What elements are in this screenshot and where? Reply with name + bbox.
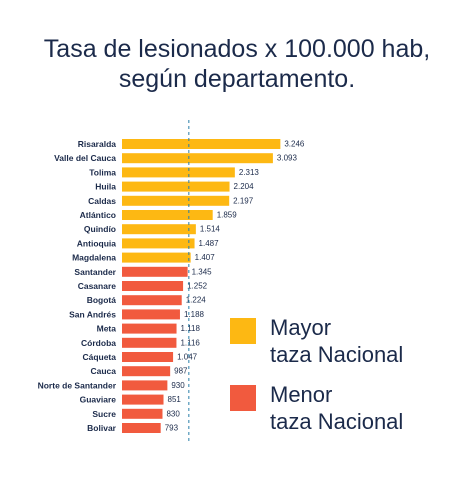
value-label-cauca: 987 <box>174 367 188 376</box>
value-label-magdalena: 1.407 <box>195 253 216 262</box>
chart-title-line-2: según departamento. <box>118 65 356 93</box>
bar-san-andres <box>122 309 180 320</box>
bar-cauca <box>122 366 171 377</box>
legend-label-menor-line-2: taza Nacional <box>270 409 404 434</box>
bar-quindio <box>122 224 196 235</box>
legend-label-menor-line-1: Menor <box>270 382 333 407</box>
legend-swatch-mayor <box>230 318 256 344</box>
value-label-caqueta: 1.047 <box>177 353 198 362</box>
labels-layer: Risaralda 3.246 Valle del Cauca 3.093 Tolima… <box>38 139 305 433</box>
value-label-bolivar: 793 <box>165 424 179 433</box>
value-label-antioquia: 1.487 <box>199 239 220 248</box>
bar-magdalena <box>122 252 191 263</box>
value-label-norte-de-santander: 930 <box>171 381 185 390</box>
value-label-tolima: 2.313 <box>239 168 260 177</box>
bar-bolivar <box>122 423 161 433</box>
category-label-quindio: Quindío <box>84 224 116 234</box>
legend-swatch-menor <box>230 385 256 411</box>
category-label-sucre: Sucre <box>92 409 116 419</box>
category-label-risaralda: Risaralda <box>78 139 117 149</box>
value-label-san-andres: 1.188 <box>184 310 205 319</box>
legend-label-mayor-line-1: Mayor <box>270 315 332 340</box>
bar-caldas <box>122 195 230 206</box>
bar-guaviare <box>122 394 164 405</box>
bar-antioquia <box>122 238 195 249</box>
value-label-bogota: 1.224 <box>186 296 207 305</box>
category-label-caqueta: Cáqueta <box>82 352 116 362</box>
category-label-cordoba: Córdoba <box>81 338 116 348</box>
value-label-quindio: 1.514 <box>200 225 221 234</box>
category-label-caldas: Caldas <box>88 196 116 206</box>
chart-title-line-1: Tasa de lesionados x 100.000 hab, <box>43 35 431 63</box>
value-label-cordoba: 1.116 <box>180 338 200 347</box>
chart-title: Tasa de lesionados x 100.000 hab, según … <box>0 34 474 94</box>
category-label-cauca: Cauca <box>90 366 116 376</box>
bars-layer <box>122 139 281 433</box>
category-label-bolivar: Bolivar <box>87 423 117 433</box>
category-label-meta: Meta <box>97 324 117 334</box>
legend-label-mayor: Mayor taza Nacional <box>270 314 470 368</box>
legend-label-menor: Menor taza Nacional <box>270 381 470 435</box>
value-label-risaralda: 3.246 <box>284 140 305 149</box>
bar-meta <box>122 323 177 334</box>
category-label-atlantico: Atlántico <box>80 210 116 220</box>
category-label-san-andres: San Andrés <box>69 309 116 319</box>
legend-label-mayor-line-2: taza Nacional <box>270 342 404 367</box>
bar-bogota <box>122 295 182 306</box>
bar-risaralda <box>122 139 281 149</box>
category-label-tolima: Tolima <box>89 167 116 177</box>
value-label-casanare: 1.252 <box>187 282 208 291</box>
bar-norte-de-santander <box>122 380 168 391</box>
bar-tolima <box>122 167 235 178</box>
value-label-caldas: 2.197 <box>233 196 254 205</box>
bar-valle-del-cauca <box>122 153 273 164</box>
category-label-antioquia: Antioquia <box>77 238 116 248</box>
bar-atlantico <box>122 210 213 220</box>
value-label-huila: 2.204 <box>234 182 255 191</box>
category-label-norte-de-santander: Norte de Santander <box>38 380 117 390</box>
category-label-magdalena: Magdalena <box>72 253 116 263</box>
category-label-bogota: Bogotá <box>87 295 117 305</box>
value-label-valle-del-cauca: 3.093 <box>277 154 298 163</box>
bar-casanare <box>122 281 184 291</box>
bar-caqueta <box>122 352 174 362</box>
value-label-santander: 1.345 <box>192 267 213 276</box>
value-label-guaviare: 851 <box>168 395 182 404</box>
category-label-guaviare: Guaviare <box>80 395 117 405</box>
category-label-casanare: Casanare <box>78 281 117 291</box>
bar-santander <box>122 266 188 277</box>
category-label-santander: Santander <box>74 267 116 277</box>
category-label-valle-del-cauca: Valle del Cauca <box>54 153 116 163</box>
bar-cordoba <box>122 337 177 348</box>
bar-sucre <box>122 408 163 419</box>
category-label-huila: Huila <box>95 182 116 192</box>
value-label-atlantico: 1.859 <box>217 211 238 220</box>
bar-huila <box>122 181 230 192</box>
value-label-sucre: 830 <box>166 409 180 418</box>
value-label-meta: 1.118 <box>181 324 201 333</box>
